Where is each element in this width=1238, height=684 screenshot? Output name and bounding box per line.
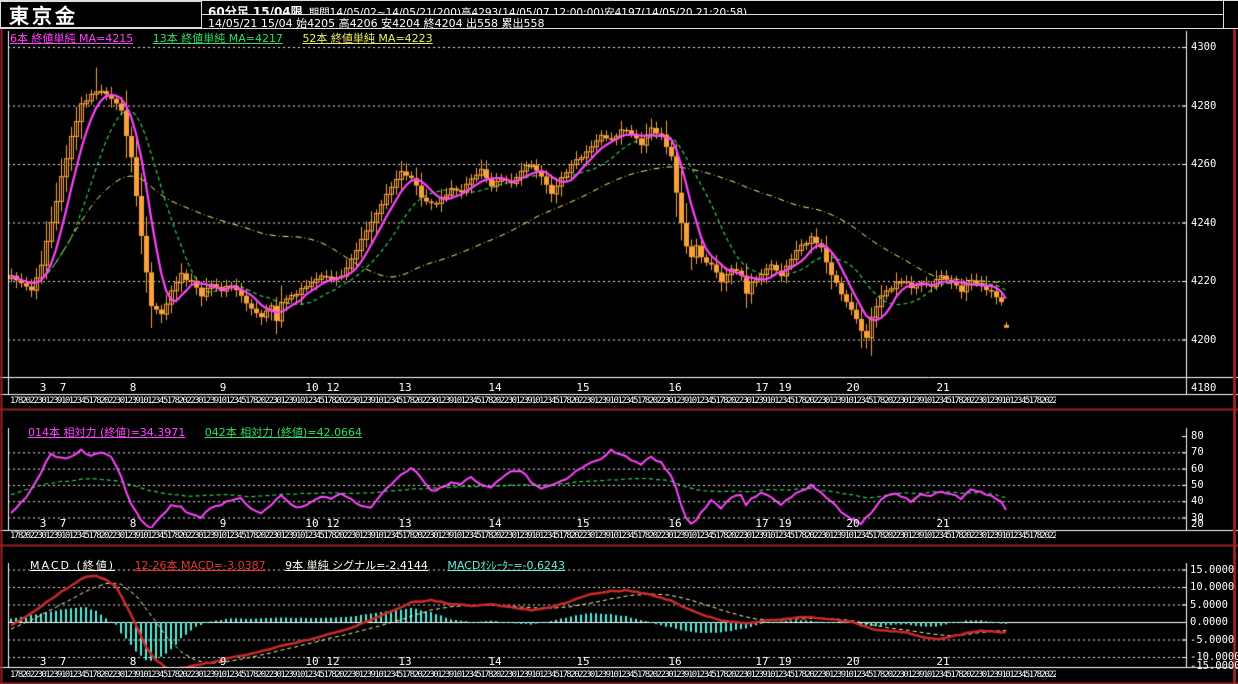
macd-legend: MACD (終値) 12-26本 MACD=-3.0387 9本 単純 シグナル… (30, 557, 581, 573)
macd-day-label: 7 (59, 655, 67, 668)
rsi-axis-label: 80 (1191, 430, 1204, 442)
rsi-day-label: 20 (846, 517, 860, 530)
rsi-legend: 014本 相対力 (終値)=34.3971 042本 相対力 (終値)=42.0… (28, 424, 378, 440)
period-range-label: 期間14/05/02~14/05/21(200)高4293(14/05/07 1… (308, 7, 748, 15)
macd-hour-axis-strip: 1782022301239101234517820223012391012345… (10, 670, 1056, 680)
price-axis-label: 4180 (1191, 382, 1217, 394)
macd-day-label: 21 (936, 655, 950, 668)
rsi14-legend-label: 014本 相対力 (終値)=34.3971 (28, 426, 186, 439)
price-axis-label: 4280 (1191, 99, 1217, 112)
macd-day-label: 20 (846, 655, 860, 668)
price-day-label: 19 (778, 381, 792, 394)
header-bar: 東京金 60分足 15/04限 期間14/05/02~14/05/21(200)高… (0, 0, 1238, 29)
macd-day-label: 14 (488, 655, 502, 668)
price-day-label: 13 (398, 381, 412, 394)
macd-day-label: 12 (326, 655, 340, 668)
instrument-title: 東京金 (9, 4, 78, 28)
rsi-day-label: 16 (668, 517, 682, 530)
price-day-label: 12 (326, 381, 340, 394)
rsi-day-label: 3 (39, 517, 47, 530)
price-day-label: 3 (39, 381, 47, 394)
ma52-legend-label: 52本 終値単純 MA=4223 (302, 32, 433, 45)
signal-value-label: 9本 単純 シグナル=-2.4144 (285, 559, 428, 572)
macd-day-label: 13 (398, 655, 412, 668)
macd-axis-label: -15.0000 (1190, 660, 1238, 672)
price-day-label: 8 (129, 381, 137, 394)
price-day-label: 17 (755, 381, 769, 394)
macd-day-label: 17 (755, 655, 769, 668)
ma13-legend-label: 13本 終値単純 MA=4217 (152, 32, 283, 45)
macd-title-label: MACD (終値) (30, 559, 116, 572)
price-axis-label: 4300 (1191, 41, 1217, 53)
price-day-label: 14 (488, 381, 502, 394)
rsi-day-label: 10 (305, 517, 319, 530)
macd-axis-label: 15.0000 (1190, 563, 1235, 576)
macd-day-label: 16 (668, 655, 682, 668)
macd-axis-label: 0.0000 (1190, 616, 1228, 628)
rsi-day-label: 8 (129, 517, 137, 530)
macd-day-label: 8 (129, 655, 137, 668)
macd-day-label: 9 (219, 655, 227, 668)
macd-value-label: 12-26本 MACD=-3.0387 (134, 559, 266, 572)
price-day-label: 20 (846, 381, 860, 394)
macd-day-label: 3 (39, 655, 47, 668)
price-day-label: 21 (936, 381, 950, 394)
rsi-axis-label: 40 (1191, 495, 1204, 508)
macd-day-label: 10 (305, 655, 319, 668)
rsi-axis-label: 50 (1191, 478, 1204, 491)
rsi-day-label: 9 (219, 517, 227, 530)
price-axis-label: 4260 (1191, 158, 1217, 170)
macd-axis-label: -10.0000 (1190, 651, 1238, 663)
price-axis-label: 4220 (1191, 275, 1217, 287)
macd-day-label: 15 (576, 655, 590, 668)
instrument-title-box: 東京金 (0, 1, 202, 28)
price-day-label: 9 (219, 381, 227, 394)
price-axis-label: 4240 (1191, 216, 1217, 229)
rsi-axis-label: 20 (1191, 518, 1204, 530)
rsi42-legend-label: 042本 相対力 (終値)=42.0664 (204, 426, 363, 439)
ma6-legend-label: 6本 終値単純 MA=4215 (10, 32, 134, 45)
timeframe-line: 60分足 15/04限 期間14/05/02~14/05/21(200)高4293… (202, 1, 1223, 15)
price-ma-legend: 6本 終値単純 MA=4215 13本 終値単純 MA=4217 52本 終値単… (10, 30, 449, 46)
price-day-label: 7 (59, 381, 67, 394)
price-day-label: 10 (305, 381, 319, 394)
rsi-day-label: 7 (59, 517, 67, 530)
oscillator-value-label: MACDｵｼﾚｰﾀｰ=-0.6243 (447, 559, 565, 572)
macd-axis-label: 5.0000 (1190, 598, 1228, 611)
ohlc-quote-line: 14/05/21 15/04 始4205 高4206 安4204 終4204 出… (208, 17, 545, 28)
rsi-day-label: 14 (488, 517, 502, 530)
price-day-label: 15 (576, 381, 590, 394)
rsi-day-label: 19 (778, 517, 792, 530)
rsi-hour-axis-strip: 1782022301239101234517820223012391012345… (10, 531, 1056, 541)
rsi-day-label: 21 (936, 517, 950, 530)
macd-axis-label: -5.0000 (1190, 633, 1235, 646)
rsi-axis-label: 60 (1191, 462, 1204, 475)
rsi-day-label: 17 (755, 517, 769, 530)
price-axis-label: 4200 (1191, 333, 1217, 346)
timeframe-label: 60分足 15/04限 (208, 5, 303, 15)
rsi-day-label: 15 (576, 517, 590, 530)
rsi-day-label: 13 (398, 517, 412, 530)
quote-info-box: 60分足 15/04限 期間14/05/02~14/05/21(200)高4293… (202, 1, 1224, 28)
price-day-label: 16 (668, 381, 682, 394)
price-hour-axis-strip: 1782022301239101234517820223012391012345… (10, 396, 1056, 406)
rsi-day-label: 12 (326, 517, 340, 530)
macd-day-label: 19 (778, 655, 792, 668)
macd-axis-label: 10.0000 (1190, 581, 1235, 593)
rsi-axis-label: 30 (1191, 511, 1204, 524)
rsi-axis-label: 70 (1191, 446, 1204, 459)
